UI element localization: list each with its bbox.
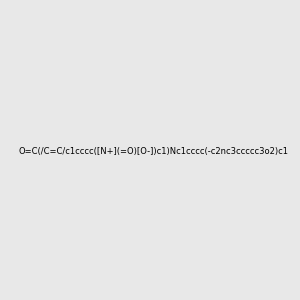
Text: O=C(/C=C/c1cccc([N+](=O)[O-])c1)Nc1cccc(-c2nc3ccccc3o2)c1: O=C(/C=C/c1cccc([N+](=O)[O-])c1)Nc1cccc(…: [19, 147, 289, 156]
